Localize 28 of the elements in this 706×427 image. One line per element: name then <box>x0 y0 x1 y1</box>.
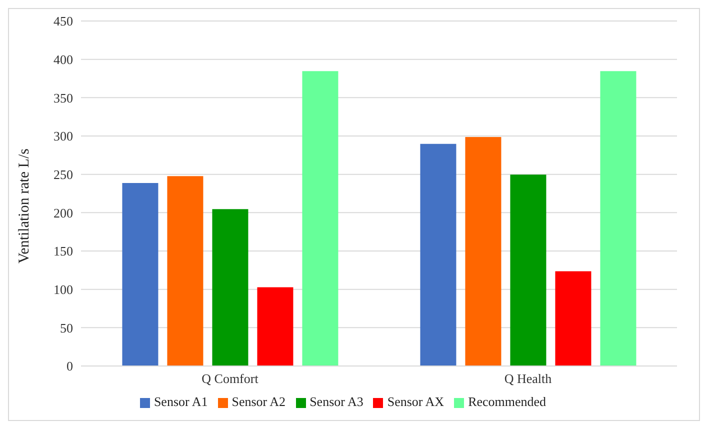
y-tick-label: 200 <box>54 205 73 220</box>
legend-label: Sensor A2 <box>232 394 286 409</box>
y-tick-label: 400 <box>54 52 73 67</box>
bar <box>510 174 546 366</box>
bar <box>420 144 456 366</box>
bar <box>600 71 636 366</box>
bar <box>555 271 592 366</box>
bar <box>257 287 294 366</box>
y-tick-label: 150 <box>54 244 73 259</box>
x-tick-label: Q Health <box>504 371 552 386</box>
y-tick-label: 0 <box>66 358 73 374</box>
y-axis-title: Ventilation rate L/s <box>16 148 32 264</box>
bar <box>465 137 502 366</box>
bar <box>212 209 248 366</box>
y-tick-label: 250 <box>54 166 73 182</box>
y-tick-label: 350 <box>54 90 73 106</box>
legend-label: Sensor A1 <box>154 394 208 409</box>
legend-label: Sensor A3 <box>310 394 364 409</box>
y-tick-label: 300 <box>54 128 73 144</box>
bar <box>167 176 204 366</box>
bar <box>122 183 158 366</box>
x-tick-label: Q Comfort <box>202 371 259 386</box>
y-tick-label: 450 <box>54 14 73 29</box>
y-tick-label: 50 <box>60 320 73 336</box>
y-tick-label: 100 <box>54 282 73 297</box>
legend-label: Sensor AX <box>387 394 444 409</box>
bar <box>302 71 338 366</box>
legend-label: Recommended <box>468 394 546 409</box>
